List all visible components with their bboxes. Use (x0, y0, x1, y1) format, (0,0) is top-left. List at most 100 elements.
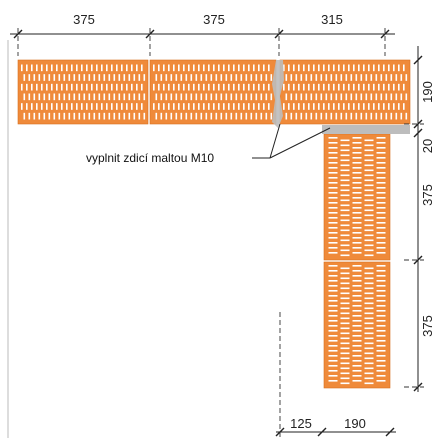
brick-perforation (66, 83, 68, 91)
brick-perforation (203, 83, 205, 91)
brick-perforation (51, 83, 53, 91)
brick-perforation (340, 93, 343, 101)
brick-perforation (370, 112, 373, 120)
brick-perforation (328, 315, 338, 317)
brick-perforation (258, 103, 260, 110)
brick-perforation (318, 83, 320, 91)
brick-perforation (364, 372, 374, 375)
brick-perforation (113, 112, 116, 120)
brick-perforation (352, 375, 362, 377)
brick-perforation (352, 350, 362, 352)
brick-perforation (343, 103, 345, 110)
brick-perforation (352, 310, 362, 312)
brick-perforation (340, 312, 350, 315)
brick-perforation (380, 93, 383, 101)
brick-perforation (165, 93, 168, 101)
brick-perforation (163, 83, 165, 91)
brick-perforation (328, 325, 338, 327)
brick-perforation (223, 103, 225, 110)
brick-perforation (368, 83, 370, 91)
brick-perforation (238, 64, 240, 72)
brick-perforation (293, 64, 295, 72)
brick-perforation (36, 64, 38, 72)
brick-perforation (126, 83, 128, 91)
brick-perforation (113, 93, 116, 101)
brick-perforation (320, 74, 323, 81)
brick-perforation (81, 83, 83, 91)
wall-bricks (17, 59, 411, 389)
brick-perforation (328, 285, 338, 287)
brick-perforation (376, 320, 386, 322)
brick-perforation (180, 74, 183, 81)
brick-perforation (328, 182, 338, 184)
brick-perforation (28, 93, 31, 101)
brick-perforation (155, 74, 158, 81)
brick-perforation (388, 103, 390, 110)
brick-perforation (364, 317, 374, 320)
brick-perforation (210, 93, 213, 101)
brick-perforation (198, 64, 200, 72)
brick-perforation (153, 64, 155, 72)
brick-perforation (364, 174, 374, 177)
brick-perforation (298, 103, 300, 110)
brick-perforation (340, 214, 350, 217)
brick-perforation (46, 64, 48, 72)
brick-perforation (373, 64, 375, 72)
bottom-tick (317, 427, 327, 437)
brick-perforation (220, 74, 223, 81)
brick-perforation (405, 112, 408, 120)
brick-perforation (352, 247, 362, 249)
brick-perforation (88, 74, 91, 81)
brick-perforation (58, 112, 61, 120)
right-tick (413, 128, 423, 138)
brick-perforation (376, 265, 386, 267)
brick-perforation (358, 64, 360, 72)
brick-perforation (178, 103, 180, 110)
brick-perforation (364, 219, 374, 222)
brick-perforation (153, 83, 155, 91)
brick-perforation (133, 112, 136, 120)
brick-perforation (365, 74, 368, 81)
brick-perforation (131, 64, 133, 72)
brick-perforation (364, 327, 374, 330)
brick-perforation (225, 93, 228, 101)
brick-perforation (248, 103, 250, 110)
brick-perforation (253, 83, 255, 91)
brick-perforation (352, 315, 362, 317)
brick-perforation (208, 64, 210, 72)
brick-perforation (376, 147, 386, 149)
brick-perforation (81, 103, 83, 110)
brick-perforation (335, 74, 338, 81)
brick-perforation (190, 93, 193, 101)
note-text: vyplnit zdicí maltou M10 (86, 151, 214, 165)
brick-perforation (363, 83, 365, 91)
brick-perforation (121, 103, 123, 110)
brick-perforation (352, 172, 362, 174)
brick-perforation (395, 93, 398, 101)
brick-perforation (364, 239, 374, 242)
brick-perforation (270, 93, 273, 101)
brick-perforation (352, 207, 362, 209)
brick-perforation (360, 74, 363, 81)
brick-perforation (108, 93, 111, 101)
top-dimension-chain: 375 375 315 (10, 12, 395, 56)
brick-perforation (376, 162, 386, 164)
brick-perforation (352, 275, 362, 277)
brick-perforation (26, 83, 28, 91)
brick-perforation (352, 320, 362, 322)
brick-perforation (300, 74, 303, 81)
brick-perforation (376, 310, 386, 312)
brick-perforation (198, 103, 200, 110)
mortar-fill (272, 60, 410, 134)
brick-perforation (376, 177, 386, 179)
brick-perforation (364, 282, 374, 285)
right-dimension-label: 375 (420, 184, 435, 206)
brick-perforation (53, 112, 56, 120)
brick-perforation (352, 152, 362, 154)
brick-perforation (340, 179, 350, 182)
brick-perforation (240, 74, 243, 81)
brick-perforation (340, 199, 350, 202)
brick-perforation (160, 93, 163, 101)
brick-perforation (183, 83, 185, 91)
